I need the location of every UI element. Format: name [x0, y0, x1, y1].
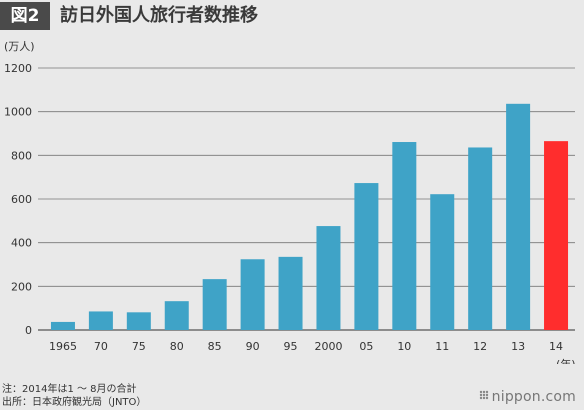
x-tick-label: 11 — [435, 340, 449, 353]
x-tick-label: 90 — [246, 340, 260, 353]
y-axis-label: (万人) — [4, 40, 35, 53]
bar — [506, 103, 531, 330]
figure-title: 訪日外国人旅行者数推移 — [60, 5, 258, 26]
bar — [392, 142, 417, 330]
bar — [468, 147, 493, 330]
footnote-note: 注：2014年は1 ～ 8月の合計 — [2, 384, 137, 395]
bar — [544, 141, 569, 330]
brand-logo: nippon.com — [478, 389, 576, 405]
bar — [164, 301, 189, 330]
x-tick-label: 10 — [397, 340, 411, 353]
x-tick-label: 12 — [473, 340, 487, 353]
bar — [126, 312, 151, 330]
x-axis-label: (年) — [556, 357, 576, 364]
bar — [50, 321, 75, 330]
y-tick-label: 200 — [11, 280, 32, 293]
x-tick-label: 1965 — [49, 340, 77, 353]
dots-logo-icon — [478, 389, 490, 405]
x-tick-label: 70 — [94, 340, 108, 353]
footnote-source: 出所：日本政府観光局（JNTO） — [2, 397, 147, 408]
bar — [202, 279, 227, 330]
x-tick-label: 14 — [549, 340, 563, 353]
bar-chart: (万人) 0 200 400 600 800 1000 1200 1965 70 75 80 85 90 9… — [4, 40, 576, 364]
x-tick-label: 05 — [359, 340, 373, 353]
bar — [240, 259, 265, 330]
bar — [430, 194, 455, 330]
y-tick-label: 1200 — [4, 62, 32, 75]
x-tick-label: 2000 — [314, 340, 342, 353]
brand-text: nippon.com — [491, 389, 576, 405]
x-tick-label: 75 — [132, 340, 146, 353]
y-tick-label: 400 — [11, 237, 32, 250]
bar — [278, 256, 303, 330]
figure-number-badge: 図2 — [0, 2, 50, 30]
figure-header: 図2 訪日外国人旅行者数推移 — [0, 0, 584, 34]
x-tick-label: 85 — [208, 340, 222, 353]
y-tick-label: 1000 — [4, 106, 32, 119]
bar — [354, 183, 379, 330]
x-tick-label: 80 — [170, 340, 184, 353]
x-tick-label: 95 — [284, 340, 298, 353]
bar — [316, 226, 341, 330]
x-tick-label: 13 — [511, 340, 525, 353]
y-tick-label: 600 — [11, 193, 32, 206]
y-tick-label: 0 — [25, 324, 32, 337]
y-tick-label: 800 — [11, 149, 32, 162]
bar — [88, 311, 113, 330]
